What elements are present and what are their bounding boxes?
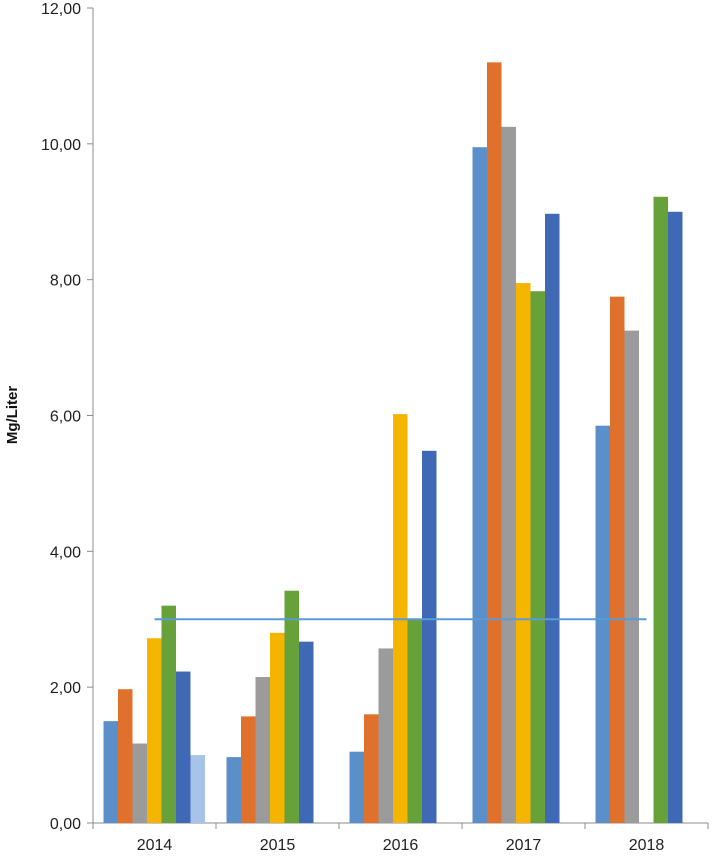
bar [241,716,256,823]
bar [364,714,379,823]
bars [103,62,683,824]
bar [472,147,487,823]
y-tick-label: 2,00 [50,680,81,697]
bar [118,689,133,823]
bar [176,671,191,823]
x-tick-label: 2014 [137,837,173,854]
bar [624,330,639,823]
y-tick-label: 12,00 [41,1,81,18]
bar [595,425,610,823]
bar [103,721,118,823]
x-tick-label: 2018 [629,837,665,854]
bar [255,676,270,823]
bar [668,211,683,823]
y-tick-label: 0,00 [50,816,81,833]
x-ticks: 2014 2015 2016 2017 2018 [92,823,709,854]
bar [516,283,531,823]
bar [653,196,668,823]
bar [226,757,241,823]
bar [190,755,205,823]
y-axis-title: Mg/Liter [4,386,21,444]
bar [501,126,516,823]
y-tick-label: 4,00 [50,544,81,561]
bar [407,619,422,823]
x-tick-label: 2016 [383,837,419,854]
x-tick-label: 2017 [506,837,542,854]
bar [487,62,502,824]
bar [147,638,162,823]
y-tick-label: 8,00 [50,273,81,290]
bar [610,296,625,823]
y-tick-label: 6,00 [50,409,81,426]
bar [349,751,364,823]
bar [161,605,176,823]
bar [422,450,437,823]
bar [132,743,147,823]
bar [545,213,560,824]
bar [378,648,393,823]
bar [270,632,285,823]
bar [299,641,314,823]
bar [530,291,545,823]
y-tick-label: 10,00 [41,137,81,154]
bar [284,590,299,823]
y-ticks: 0,00 2,00 4,00 6,00 8,00 10,00 12,00 [41,1,93,833]
x-tick-label: 2015 [260,837,296,854]
